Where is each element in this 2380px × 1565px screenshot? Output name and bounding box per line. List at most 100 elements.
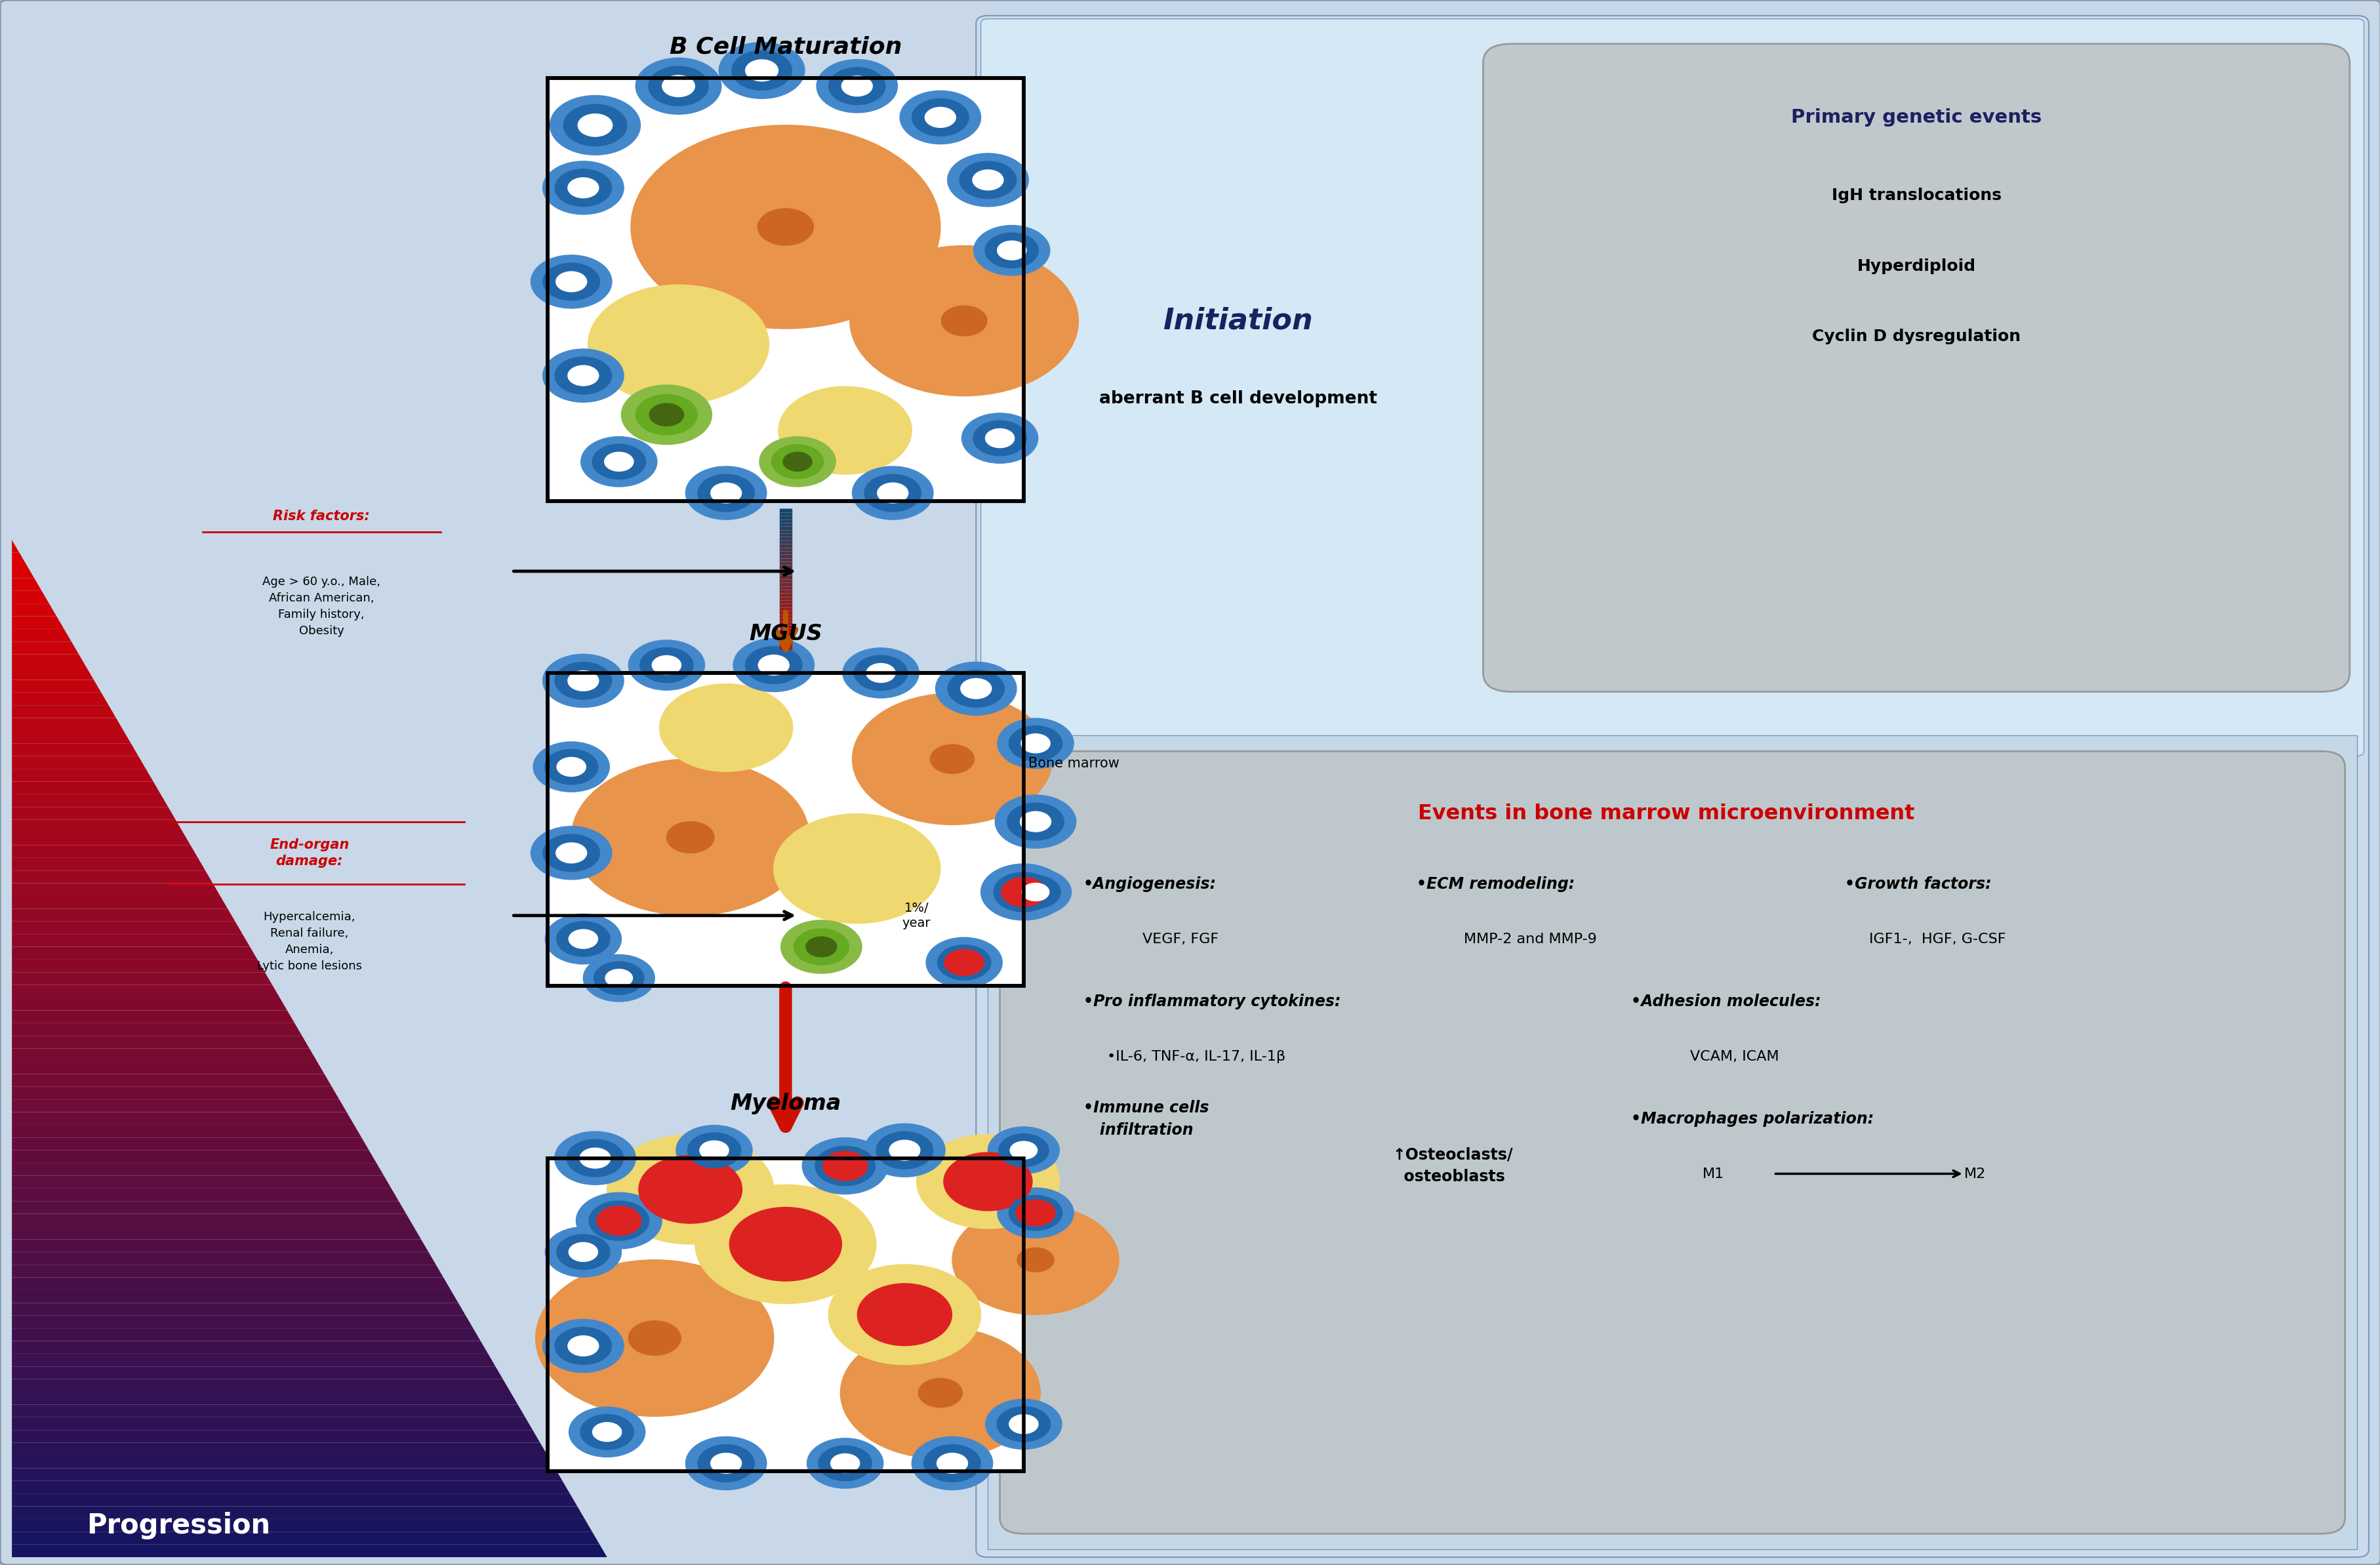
Circle shape xyxy=(745,646,802,684)
Circle shape xyxy=(569,930,597,948)
Circle shape xyxy=(536,1260,773,1416)
Text: •Growth factors:: •Growth factors: xyxy=(1844,876,1992,892)
Polygon shape xyxy=(12,1277,450,1290)
Circle shape xyxy=(719,42,804,99)
Circle shape xyxy=(997,241,1026,260)
Polygon shape xyxy=(12,795,169,808)
Text: VEGF, FGF: VEGF, FGF xyxy=(1142,933,1219,945)
Circle shape xyxy=(564,105,626,146)
Circle shape xyxy=(985,429,1014,448)
Polygon shape xyxy=(12,692,109,706)
Text: •ECM remodeling:: •ECM remodeling: xyxy=(1416,876,1573,892)
Circle shape xyxy=(1012,876,1061,908)
Polygon shape xyxy=(12,1493,578,1506)
Circle shape xyxy=(652,656,681,675)
Polygon shape xyxy=(12,1175,390,1188)
Polygon shape xyxy=(12,629,71,642)
Polygon shape xyxy=(12,1163,383,1175)
Polygon shape xyxy=(12,972,271,984)
Circle shape xyxy=(531,255,612,308)
Polygon shape xyxy=(12,604,57,617)
Circle shape xyxy=(1016,1200,1054,1225)
FancyBboxPatch shape xyxy=(1000,751,2344,1534)
Polygon shape xyxy=(12,743,138,756)
Polygon shape xyxy=(12,934,250,947)
Circle shape xyxy=(771,444,823,479)
Circle shape xyxy=(588,1200,650,1241)
Circle shape xyxy=(533,742,609,792)
Circle shape xyxy=(1007,803,1064,840)
FancyBboxPatch shape xyxy=(1483,44,2349,692)
Polygon shape xyxy=(12,731,131,743)
Circle shape xyxy=(840,1327,1040,1459)
Polygon shape xyxy=(12,947,257,959)
Text: •Angiogenesis:: •Angiogenesis: xyxy=(1083,876,1216,892)
Circle shape xyxy=(1000,869,1071,916)
Circle shape xyxy=(745,59,778,81)
Polygon shape xyxy=(12,1506,585,1520)
Polygon shape xyxy=(12,1468,562,1480)
Circle shape xyxy=(695,1185,876,1304)
Circle shape xyxy=(1009,1141,1038,1160)
Circle shape xyxy=(831,1454,859,1473)
Polygon shape xyxy=(12,909,236,922)
Polygon shape xyxy=(12,1391,519,1405)
Text: Events in bone marrow microenvironment: Events in bone marrow microenvironment xyxy=(1418,804,1914,823)
Circle shape xyxy=(607,1135,773,1244)
Polygon shape xyxy=(12,808,176,820)
Polygon shape xyxy=(12,552,26,565)
Polygon shape xyxy=(12,1049,317,1061)
Polygon shape xyxy=(12,1443,547,1455)
Circle shape xyxy=(581,1415,633,1449)
Polygon shape xyxy=(12,1405,526,1418)
Circle shape xyxy=(569,671,597,690)
Circle shape xyxy=(843,648,919,698)
Polygon shape xyxy=(12,1329,481,1341)
Circle shape xyxy=(605,452,633,471)
Circle shape xyxy=(802,1138,888,1194)
Polygon shape xyxy=(12,1036,309,1049)
Polygon shape xyxy=(12,998,288,1011)
Circle shape xyxy=(555,1131,635,1185)
Circle shape xyxy=(569,366,597,385)
Polygon shape xyxy=(12,577,43,592)
Text: Myeloma: Myeloma xyxy=(731,1092,840,1114)
Polygon shape xyxy=(12,1150,376,1163)
Polygon shape xyxy=(12,540,19,552)
Text: Primary genetic events: Primary genetic events xyxy=(1790,108,2042,127)
Circle shape xyxy=(926,108,954,127)
Circle shape xyxy=(733,639,814,692)
Polygon shape xyxy=(12,833,190,845)
Circle shape xyxy=(593,1423,621,1441)
Polygon shape xyxy=(12,1074,331,1086)
Text: •Macrophages polarization:: •Macrophages polarization: xyxy=(1630,1111,1873,1127)
Circle shape xyxy=(997,718,1073,768)
Circle shape xyxy=(581,1149,609,1167)
Circle shape xyxy=(685,466,766,520)
Circle shape xyxy=(890,1141,919,1160)
Circle shape xyxy=(557,1235,609,1269)
Circle shape xyxy=(952,1205,1119,1315)
Text: Risk factors:: Risk factors: xyxy=(274,510,369,523)
Polygon shape xyxy=(12,1532,600,1545)
Circle shape xyxy=(962,413,1038,463)
Circle shape xyxy=(942,1152,1033,1211)
Circle shape xyxy=(543,349,624,402)
Circle shape xyxy=(1021,734,1050,753)
Polygon shape xyxy=(12,1113,355,1125)
Circle shape xyxy=(819,1446,871,1480)
Text: B Cell Maturation: B Cell Maturation xyxy=(669,36,902,58)
Polygon shape xyxy=(12,565,33,577)
Circle shape xyxy=(945,950,983,975)
Circle shape xyxy=(555,1327,612,1365)
Circle shape xyxy=(557,922,609,956)
Polygon shape xyxy=(12,922,243,934)
Text: Initiation: Initiation xyxy=(1164,307,1311,335)
Circle shape xyxy=(640,648,693,682)
Circle shape xyxy=(697,1444,754,1482)
Circle shape xyxy=(555,169,612,207)
Circle shape xyxy=(807,937,835,956)
Circle shape xyxy=(783,452,812,471)
Circle shape xyxy=(781,920,862,973)
Polygon shape xyxy=(12,1455,555,1468)
